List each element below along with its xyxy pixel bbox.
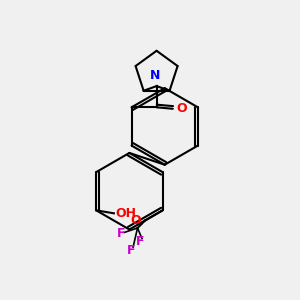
Text: F: F xyxy=(128,244,136,256)
Text: F: F xyxy=(117,227,126,240)
Text: N: N xyxy=(150,69,160,82)
Text: O: O xyxy=(176,102,187,115)
Text: F: F xyxy=(136,235,145,248)
Text: OH: OH xyxy=(116,207,136,220)
Text: O: O xyxy=(131,214,141,227)
